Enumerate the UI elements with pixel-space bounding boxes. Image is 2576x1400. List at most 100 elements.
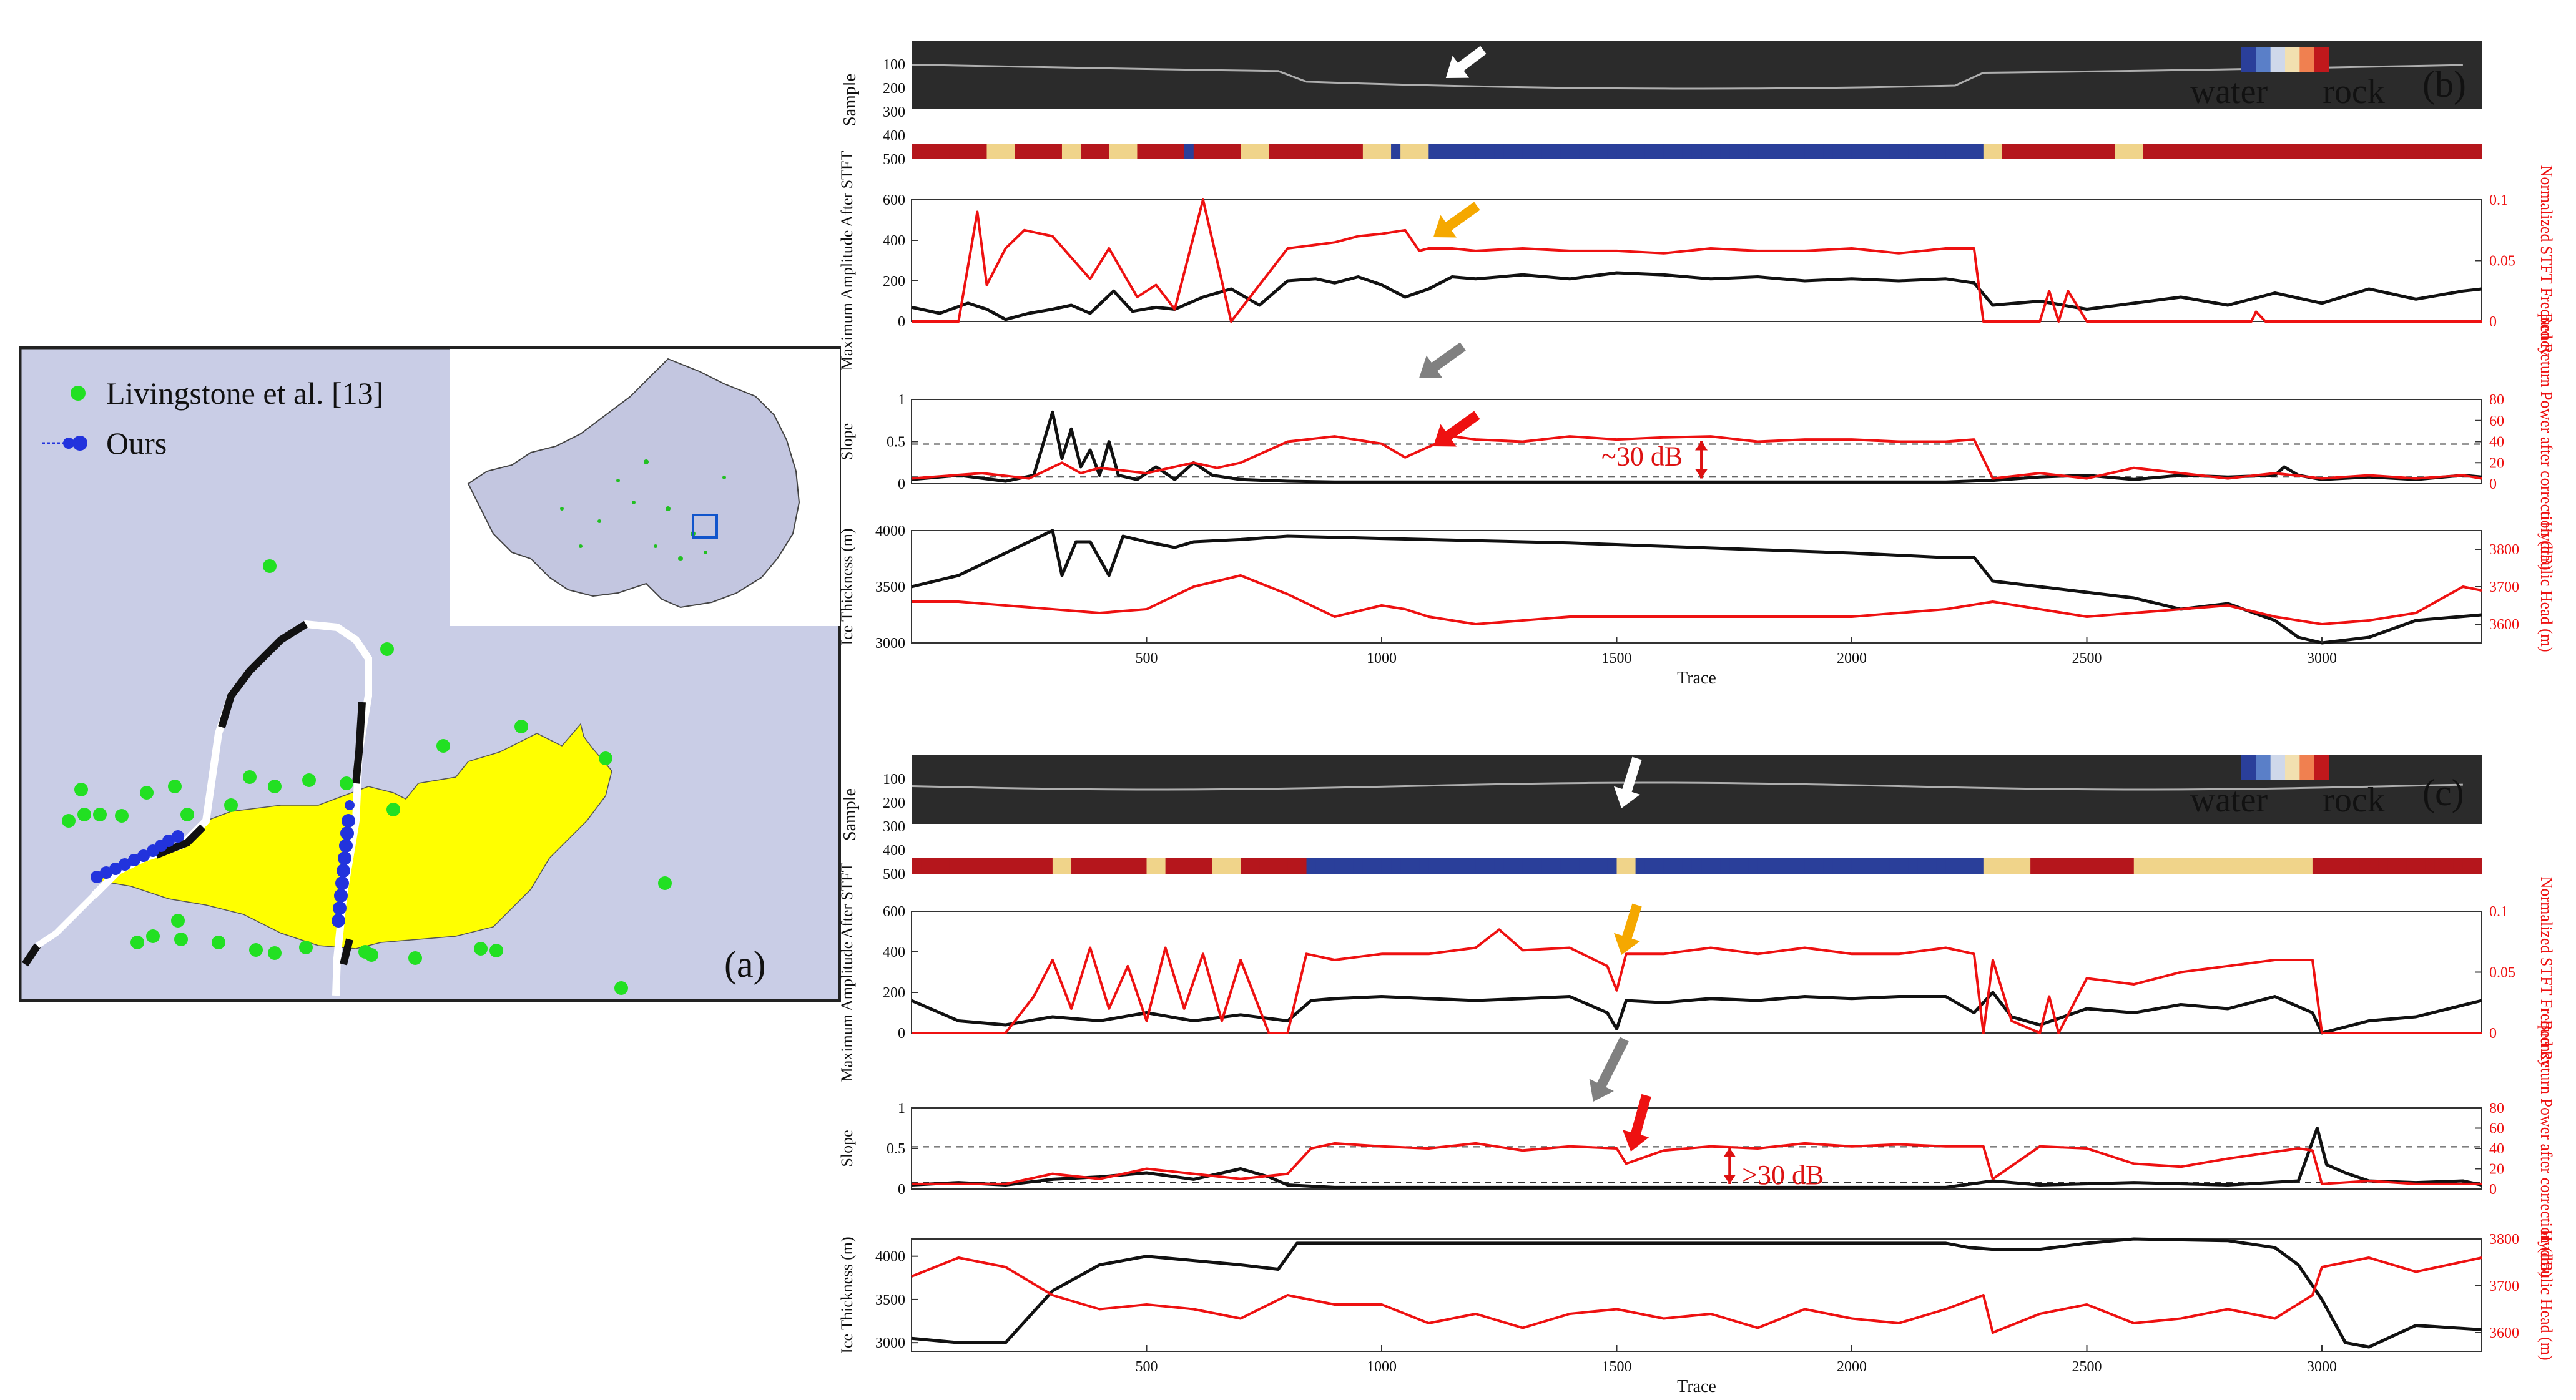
strip-cell xyxy=(958,144,969,159)
strip-cell xyxy=(1983,858,1993,874)
strip-cell xyxy=(2472,144,2482,159)
strip-cell xyxy=(1711,144,1721,159)
strip-cell xyxy=(1033,144,1044,159)
ytick-left: 0 xyxy=(898,1026,905,1042)
colorbar-swatch xyxy=(2314,47,2329,72)
strip-cell xyxy=(1598,144,1608,159)
ylabel-left: Maximum Amplitude After STFT xyxy=(838,151,856,371)
thickness-head-c: 3000 3500 4000 3600 3700 3800 Ice Thickness (m… xyxy=(838,1230,2555,1396)
strip-cell xyxy=(2387,858,2398,874)
colorbar-swatch xyxy=(2314,755,2329,780)
strip-cell xyxy=(1052,144,1063,159)
strip-cell xyxy=(1438,858,1448,874)
strip-cell xyxy=(2256,858,2266,874)
strip-cell xyxy=(2077,144,2088,159)
ytick-left: 200 xyxy=(883,273,905,290)
strip-cell xyxy=(977,858,988,874)
strip-cell xyxy=(1767,858,1777,874)
ylabel-left: Maximum Amplitude After STFT xyxy=(838,863,856,1082)
strip-cell xyxy=(1729,858,1740,874)
strip-cell xyxy=(1081,858,1091,874)
strip-cell xyxy=(1071,858,1082,874)
strip-cell xyxy=(2012,144,2022,159)
strip-cell xyxy=(1202,144,1213,159)
radargram-ylabel: Sample xyxy=(840,788,860,841)
ytick-right: 80 xyxy=(2489,392,2504,408)
strip-cell xyxy=(1466,858,1477,874)
strip-cell xyxy=(2453,858,2464,874)
ytick-left: 1 xyxy=(898,392,905,408)
series-hydraulic-head xyxy=(912,574,2482,625)
radargram-ytick: 500 xyxy=(883,152,905,168)
strip-cell xyxy=(1814,144,1824,159)
strip-cell xyxy=(1475,858,1486,874)
radargram-ytick: 200 xyxy=(883,795,905,811)
slope-power-b: 0 0.5 1 0 20 40 60 80 Slope Bed Return Power afte… xyxy=(838,313,2555,570)
strip-cell xyxy=(1691,144,1703,159)
radargram-ytick: 300 xyxy=(883,819,905,835)
ytick-right: 0 xyxy=(2489,476,2497,492)
strip-cell xyxy=(912,858,922,874)
strip-cell xyxy=(1278,144,1289,159)
strip-cell xyxy=(2237,144,2248,159)
ytick-left: 0 xyxy=(898,1182,905,1198)
strip-cell xyxy=(1325,858,1335,874)
strip-cell xyxy=(2133,858,2144,874)
xtick: 2500 xyxy=(2072,650,2102,667)
xlabel: Trace xyxy=(1677,668,1716,688)
strip-cell xyxy=(2453,144,2464,159)
strip-cell xyxy=(2143,858,2153,874)
annotation-label: >30 dB xyxy=(1742,1160,1824,1190)
ytick-right: 3800 xyxy=(2489,542,2519,558)
strip-cell xyxy=(2068,144,2078,159)
strip-cell xyxy=(1682,858,1693,874)
strip-cell xyxy=(2115,858,2125,874)
strip-cell xyxy=(2049,858,2060,874)
ytick-right: 3600 xyxy=(2489,617,2519,633)
strip-cell xyxy=(1372,144,1382,159)
strip-cell xyxy=(1936,858,1947,874)
strip-cell xyxy=(1861,144,1872,159)
strip-cell xyxy=(2303,144,2313,159)
strip-cell xyxy=(2143,144,2153,159)
strip-cell xyxy=(1475,144,1486,159)
ytick-right: 3700 xyxy=(2489,579,2519,595)
ylabel-left: Ice Thickness (m) xyxy=(838,528,856,645)
strip-cell xyxy=(1673,858,1683,874)
radargram-ytick: 500 xyxy=(883,866,905,883)
annotation-label: ~30 dB xyxy=(1601,441,1683,471)
strip-cell xyxy=(1081,144,1091,159)
strip-cell xyxy=(1334,144,1345,159)
strip-cell xyxy=(1964,858,1975,874)
strip-cell xyxy=(1654,858,1664,874)
strip-cell xyxy=(1757,858,1768,874)
ylabel-left: Slope xyxy=(838,423,856,460)
strip-cell xyxy=(2124,144,2135,159)
strip-cell xyxy=(1992,858,2003,874)
strip-cell xyxy=(1372,858,1382,874)
strip-cell xyxy=(1983,144,1993,159)
strip-cell xyxy=(1654,144,1664,159)
series-normalized-stft-frequency xyxy=(912,928,2482,1034)
strip-cell xyxy=(2274,858,2285,874)
strip-cell xyxy=(2171,144,2182,159)
strip-cell xyxy=(1212,858,1222,874)
ytick-left: 4000 xyxy=(875,1249,905,1265)
strip-cell xyxy=(977,144,988,159)
strip-cell xyxy=(1757,144,1768,159)
pointer-arrow xyxy=(1445,46,1487,78)
strip-cell xyxy=(1842,858,1852,874)
strip-cell xyxy=(1607,144,1618,159)
colorbar-swatch xyxy=(2256,47,2271,72)
strip-cell xyxy=(1917,858,1928,874)
strip-cell xyxy=(1795,144,1806,159)
strip-cell xyxy=(2472,858,2482,874)
strip-cell xyxy=(2068,858,2078,874)
strip-cell xyxy=(2350,858,2361,874)
strip-cell xyxy=(1616,144,1627,159)
strip-cell xyxy=(1485,144,1495,159)
strip-cell xyxy=(1607,858,1618,874)
strip-cell xyxy=(1315,858,1326,874)
strip-cell xyxy=(949,144,960,159)
